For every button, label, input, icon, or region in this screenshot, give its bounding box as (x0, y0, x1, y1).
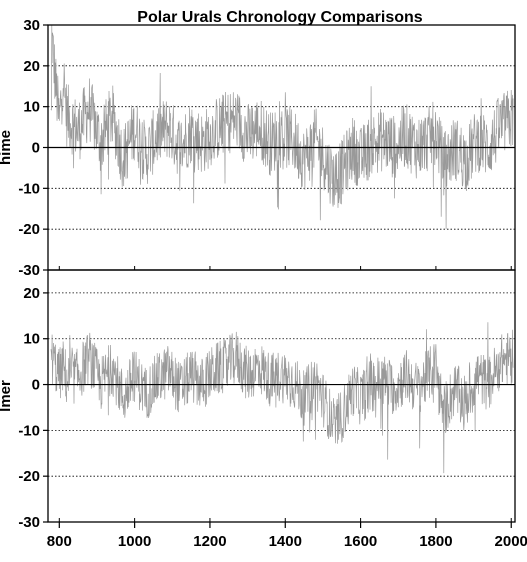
y-tick-label: -10 (18, 422, 40, 439)
x-tick-label: 1800 (419, 533, 452, 550)
y-tick-label: -10 (18, 180, 40, 197)
y-tick-label: -20 (18, 221, 40, 238)
x-axis: 800 1000 1200 1400 1600 1800 2000 (47, 522, 527, 550)
panel-frame (47, 269, 516, 523)
x-tick-label: 1200 (193, 533, 226, 550)
bottom-panel: 20 10 0 -10 -20 -30 lmer (0, 269, 516, 531)
x-tick-label: 1400 (269, 533, 302, 550)
series-line (50, 322, 514, 474)
x-tick-label: 1000 (118, 533, 151, 550)
chart-title: Polar Urals Chronology Comparisons (137, 9, 422, 26)
y-axis-label: hime (0, 130, 14, 165)
y-tick-label: 0 (32, 377, 40, 394)
x-tick-label: 800 (47, 533, 72, 550)
top-panel: 30 20 10 0 -10 -20 -30 hime (0, 17, 516, 279)
y-tick-label: 0 (32, 140, 40, 157)
y-tick-label: 20 (23, 58, 40, 75)
y-tick-label: -30 (18, 514, 40, 531)
x-tick-label: 1600 (344, 533, 377, 550)
y-tick-label: 10 (23, 331, 40, 348)
y-axis-label: lmer (0, 380, 14, 412)
y-tick-label: 10 (23, 99, 40, 116)
y-tick-label: 30 (23, 17, 40, 34)
y-tick-label: -30 (18, 262, 40, 279)
y-tick-label: -20 (18, 468, 40, 485)
series-line (50, 25, 514, 230)
y-tick-label: 20 (23, 285, 40, 302)
x-tick-label: 2000 (495, 533, 527, 550)
x-axis-label: ... (272, 559, 285, 562)
